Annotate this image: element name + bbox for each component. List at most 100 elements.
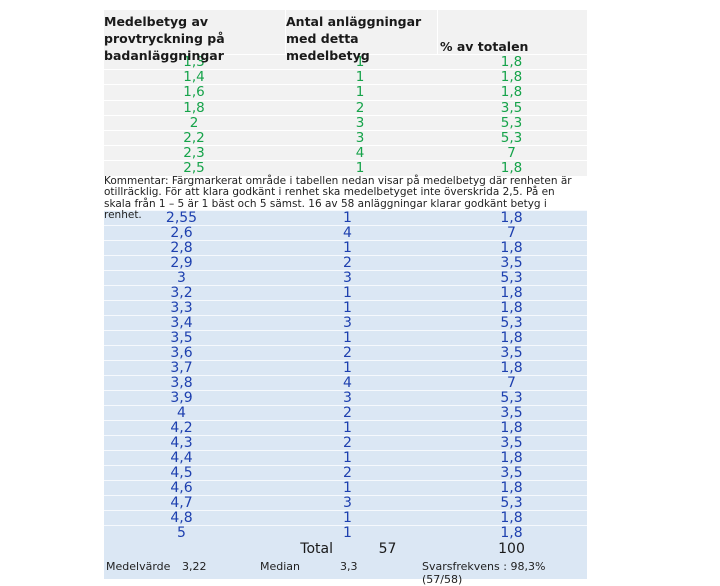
count-cell: 3 — [343, 495, 352, 512]
table-row: 2,9 2 3,5 — [104, 254, 587, 271]
grade-cell: 2,3 — [183, 145, 205, 162]
table-row: 2,8 1 1,8 — [104, 239, 587, 256]
table-row: 1,6 1 1,8 — [104, 84, 587, 101]
header-divider — [437, 10, 438, 54]
summary-row: Medelvärde 3,22 Median 3,3 Svarsfrekvens… — [104, 556, 587, 586]
percent-cell: 1,8 — [500, 160, 523, 177]
table-row: 2,2 3 5,3 — [104, 129, 587, 146]
grade-cell: 4,4 — [170, 450, 193, 467]
grade-cell: 3,6 — [170, 344, 193, 361]
count-cell: 1 — [343, 299, 352, 316]
percent-cell: 7 — [507, 375, 516, 392]
percent-cell: 1,8 — [500, 84, 523, 101]
table-row: 3,9 3 5,3 — [104, 390, 587, 407]
count-cell: 1 — [343, 510, 352, 527]
percent-cell: 5,3 — [500, 495, 523, 512]
percent-cell: 5,3 — [500, 269, 523, 286]
percent-cell: 3,5 — [500, 435, 523, 452]
table-row: 4,8 1 1,8 — [104, 510, 587, 527]
percent-cell: 1,8 — [500, 299, 523, 316]
grade-cell: 3,2 — [170, 284, 193, 301]
count-cell: 1 — [343, 209, 352, 226]
percent-cell: 5,3 — [500, 114, 523, 131]
count-cell: 2 — [343, 405, 352, 422]
count-cell: 3 — [355, 129, 365, 146]
table-row: 2,5 1 1,8 — [104, 160, 587, 177]
table-row: 3,3 1 1,8 — [104, 299, 587, 316]
failing-rows: 2,55 1 1,8 2,6 4 7 2,8 1 1,8 2,9 2 3,5 3 3 5,3 3,2 1 1,8 3… — [104, 209, 587, 542]
percent-cell: 1,8 — [500, 359, 523, 376]
table-row: 4,2 1 1,8 — [104, 420, 587, 437]
grade-cell: 1,8 — [183, 99, 205, 116]
median-value: 3,3 — [340, 559, 358, 573]
percent-cell: 3,5 — [500, 465, 523, 482]
percent-cell: 1,8 — [500, 54, 523, 70]
grade-cell: 3,4 — [170, 314, 193, 331]
count-cell: 1 — [355, 160, 365, 177]
table-row: 3,2 1 1,8 — [104, 284, 587, 301]
header-divider — [285, 10, 286, 54]
grade-cell: 4,7 — [170, 495, 193, 512]
grade-cell: 2,6 — [170, 224, 193, 241]
total-label: Total — [300, 540, 333, 557]
percent-cell: 1,8 — [500, 525, 523, 542]
table-row: 2,55 1 1,8 — [104, 209, 587, 226]
table-row: 3,5 1 1,8 — [104, 329, 587, 346]
count-cell: 2 — [343, 344, 352, 361]
table-row: 2 3 5,3 — [104, 114, 587, 131]
table-row: 4,6 1 1,8 — [104, 480, 587, 497]
grade-cell: 4,3 — [170, 435, 193, 452]
percent-cell: 1,8 — [500, 510, 523, 527]
percent-cell: 1,8 — [500, 239, 523, 256]
count-cell: 2 — [343, 435, 352, 452]
grade-cell: 3,9 — [170, 390, 193, 407]
table-row: 5 1 1,8 — [104, 525, 587, 542]
grade-cell: 2,55 — [165, 209, 198, 226]
count-cell: 1 — [355, 54, 365, 70]
grade-cell: 4,8 — [170, 510, 193, 527]
table-row: 3,4 3 5,3 — [104, 314, 587, 331]
grade-cell: 1,3 — [183, 54, 205, 70]
table-row: 2,3 4 7 — [104, 145, 587, 162]
grade-cell: 2,2 — [183, 129, 205, 146]
count-cell: 1 — [343, 329, 352, 346]
percent-cell: 1,8 — [500, 69, 523, 86]
table-row: 4,5 2 3,5 — [104, 465, 587, 482]
table-row: 1,4 1 1,8 — [104, 69, 587, 86]
grade-cell: 1,4 — [183, 69, 205, 86]
response-rate: Svarsfrekvens : 98,3% (57/58) — [422, 559, 546, 586]
count-cell: 1 — [343, 420, 352, 437]
count-cell: 4 — [355, 145, 365, 162]
count-cell: 1 — [355, 84, 365, 101]
percent-cell: 3,5 — [500, 254, 523, 271]
table-row: 1,8 2 3,5 — [104, 99, 587, 116]
table-row: 4 2 3,5 — [104, 405, 587, 422]
count-cell: 3 — [343, 269, 352, 286]
grade-cell: 4,6 — [170, 480, 193, 497]
grade-cell: 5 — [177, 525, 186, 542]
passing-rows: 1,3 1 1,8 1,4 1 1,8 1,6 1 1,8 1,8 2 3,5 2 3 5,3 2,2 3 5,3… — [104, 54, 587, 176]
count-cell: 3 — [343, 390, 352, 407]
count-cell: 1 — [343, 450, 352, 467]
count-cell: 1 — [343, 284, 352, 301]
table-row: 1,3 1 1,8 — [104, 54, 587, 70]
grade-cell: 3,7 — [170, 359, 193, 376]
percent-cell: 5,3 — [500, 129, 523, 146]
grade-cell: 3,5 — [170, 329, 193, 346]
count-cell: 3 — [343, 314, 352, 331]
count-cell: 2 — [343, 465, 352, 482]
count-cell: 3 — [355, 114, 365, 131]
table-row: 4,4 1 1,8 — [104, 450, 587, 467]
grade-cell: 3,3 — [170, 299, 193, 316]
grade-cell: 4,5 — [170, 465, 193, 482]
percent-cell: 1,8 — [500, 284, 523, 301]
mean-value: 3,22 — [182, 559, 207, 573]
percent-cell: 1,8 — [500, 209, 523, 226]
table-row: 4,7 3 5,3 — [104, 495, 587, 512]
grade-cell: 4 — [177, 405, 186, 422]
percent-cell: 7 — [507, 224, 516, 241]
percent-cell: 1,8 — [500, 420, 523, 437]
table-row: 3,8 4 7 — [104, 375, 587, 392]
percent-cell: 1,8 — [500, 329, 523, 346]
header-grade: Medelbetyg av provtryckning på badanlägg… — [104, 14, 225, 63]
